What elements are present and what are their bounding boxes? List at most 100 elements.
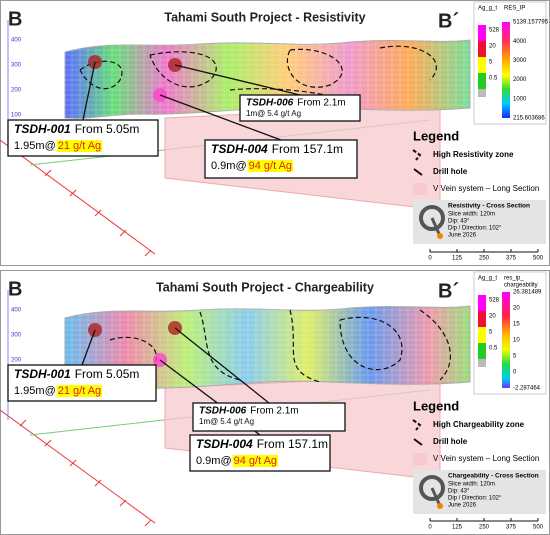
hole-from: From 2.1m <box>250 406 298 417</box>
ground-tick <box>44 439 52 447</box>
ground-tick <box>44 169 52 177</box>
info-icon <box>430 487 442 507</box>
legend-item: Drill hole <box>433 437 468 446</box>
scale-label: 0 <box>428 256 432 262</box>
info-icon <box>437 503 443 509</box>
scale-label: 125 <box>452 256 463 262</box>
colorbar-step <box>478 73 486 89</box>
grade: 21 g/t Ag <box>58 385 101 397</box>
colorbar-label: 5 <box>513 354 517 360</box>
grade-highlight <box>56 385 103 397</box>
interval: 1.95m@ <box>14 140 56 152</box>
ground-tick <box>144 519 152 527</box>
colorbar-label: 20 <box>489 44 496 50</box>
grade: 5.4 g/t Ag <box>220 417 254 426</box>
colorbar-label: 2000 <box>513 77 527 83</box>
hole-id: TSDH-001 <box>14 122 71 136</box>
scale-label: 500 <box>533 256 544 262</box>
legend-symbol <box>413 453 427 465</box>
colorbar-label: 5 <box>489 60 493 66</box>
scale-label: 0 <box>428 525 432 531</box>
scale-label: 250 <box>479 525 490 531</box>
grade-highlight <box>247 160 294 172</box>
grade: 94 g/t Ag <box>234 455 277 467</box>
colorbar-label: 0.5 <box>489 346 498 352</box>
hole-id: TSDH-004 <box>196 437 253 451</box>
elevation-label: 400 <box>11 308 22 314</box>
info-icon <box>419 205 445 231</box>
grade: 21 g/t Ag <box>58 140 101 152</box>
info-line: Slice width: 120m <box>448 212 495 218</box>
info-title: Resistivity - Cross Section <box>448 203 530 210</box>
colorbar-label: 0.5 <box>489 76 498 82</box>
colorbar-label: 10 <box>513 338 520 344</box>
colorbar-label: 528 <box>489 298 500 304</box>
zone-outline <box>199 311 241 381</box>
info-line: June 2026 <box>448 233 477 239</box>
legend-symbol <box>412 149 422 161</box>
section-label: B <box>8 278 22 300</box>
colorbar-label: 26.381489 <box>513 290 542 296</box>
colorbar <box>502 22 510 118</box>
colorbar <box>502 292 510 388</box>
hole-id: TSDH-004 <box>211 142 268 156</box>
colorbar-label: 3000 <box>513 58 527 64</box>
zone-outline <box>419 309 451 381</box>
colorbar-label: 20 <box>513 306 520 312</box>
callout-leader <box>82 61 96 121</box>
colorbar-label: 5 <box>489 330 493 336</box>
grade-highlight <box>232 455 279 467</box>
legend-item: Drill hole <box>433 167 468 176</box>
colorbar-step <box>478 57 486 73</box>
zone-outline <box>289 309 321 383</box>
grade: 5.4 g/t Ag <box>267 109 301 118</box>
legend-symbol <box>413 168 423 176</box>
colorbar-label: 528 <box>489 28 500 34</box>
panel-title: Tahami South Project - Resistivity <box>164 10 365 24</box>
legend-item: High Resistivity zone <box>433 150 514 159</box>
hole-id: TSDH-006 <box>246 98 294 109</box>
ground-tick <box>144 249 152 257</box>
section-texture <box>65 40 470 119</box>
interval: 1.95m@ <box>14 385 56 397</box>
info-line: Dip / Direction: 102° <box>448 226 502 232</box>
ground-tick <box>94 479 102 487</box>
elevation-label: 200 <box>11 88 22 94</box>
panel-title: Tahami South Project - Chargeability <box>156 280 374 294</box>
ground-line <box>0 409 156 524</box>
hole-from: From 157.1m <box>257 437 328 451</box>
colorbar-label: 4000 <box>513 39 527 45</box>
legend-title: Legend <box>413 398 459 413</box>
hole-from: From 157.1m <box>272 142 343 156</box>
colorbar-label: -2.287464 <box>513 386 541 392</box>
zone-outline <box>109 336 157 371</box>
scale-label: 250 <box>479 256 490 262</box>
info-icon <box>437 233 443 239</box>
colorbar-title: Ag_g_t <box>478 6 497 12</box>
elevation-label: 400 <box>11 38 22 44</box>
info-icon <box>430 217 442 237</box>
section-label: B´ <box>438 280 459 302</box>
info-line: Slice width: 120m <box>448 482 495 488</box>
colorbar-label: 215.603686 <box>513 116 545 122</box>
zone-outline <box>149 51 217 88</box>
info-icon <box>419 475 445 501</box>
section-label: B <box>8 8 22 30</box>
scale-label: 500 <box>533 525 544 531</box>
interval: 0.9m@ <box>211 160 247 172</box>
zone-outline <box>339 316 403 371</box>
legend-item: High Chargeability zone <box>433 420 525 429</box>
ground-tick <box>19 419 27 427</box>
colorbar-label: 0 <box>513 370 517 376</box>
colorbar-step <box>478 359 486 367</box>
ground-tick <box>69 459 77 467</box>
zone-outline <box>379 45 437 81</box>
legend-item: V Vein system – Long Section <box>433 184 539 193</box>
interval: 1m@ <box>246 109 265 118</box>
info-line: Dip: 43° <box>448 219 470 225</box>
elevation-label: 300 <box>11 63 22 69</box>
interval: 0.9m@ <box>196 455 232 467</box>
ground-tick <box>119 499 127 507</box>
colorbar-step <box>478 25 486 41</box>
colorbar-step <box>478 89 486 97</box>
